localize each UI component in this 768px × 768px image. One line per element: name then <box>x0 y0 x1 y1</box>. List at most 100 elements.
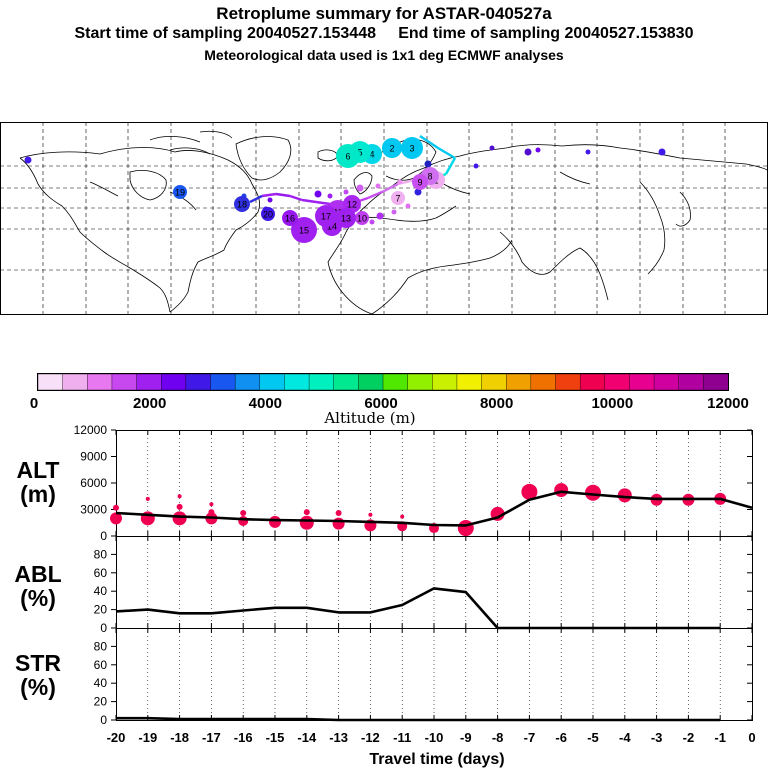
panel-axes: 0 3000 6000 9000 12000 0 20 40 60 80 0 20 40 60 80 <box>74 424 753 727</box>
arctic-islands <box>149 130 233 155</box>
x-tick-label: -5 <box>587 730 599 745</box>
y-tick-label: 40 <box>94 676 108 690</box>
alt-cluster-point <box>177 494 182 499</box>
alt-cluster-point <box>335 510 342 517</box>
plume-cluster-label: 17 <box>321 212 331 222</box>
plume-track-segment <box>261 192 277 198</box>
plume-cluster-label: 18 <box>237 200 247 210</box>
africa-coast <box>327 239 513 315</box>
alt-unit: (m) <box>20 481 56 507</box>
plume-cluster-2 <box>382 138 402 158</box>
alt-cluster-point <box>113 504 119 511</box>
series-line-STR (%) <box>116 716 721 722</box>
plume-particle <box>424 160 432 168</box>
plume-particle <box>356 184 364 192</box>
x-tick-label: -2 <box>683 730 695 745</box>
colorbar-cell <box>530 373 557 391</box>
x-axis-title: Travel time (days) <box>369 751 504 768</box>
colorbar-tick: 2000 <box>133 395 166 412</box>
timeseries-panels: ALT (m) ABL (%) STR (%) 0300060009000120… <box>14 424 756 768</box>
plume-cluster-label: 16 <box>285 214 295 224</box>
series-line-ABL (%) <box>115 587 721 630</box>
colorbar-frame <box>37 373 729 391</box>
europe-coast <box>327 144 768 263</box>
alt-cluster-point <box>299 515 314 530</box>
plume-cluster-label: 12 <box>347 200 357 210</box>
plume-cluster-label: 7 <box>395 194 400 204</box>
retroplume-map: 1234567891011121314151617181920 <box>0 122 768 315</box>
plume-particle <box>397 179 403 185</box>
x-tick-label: -14 <box>297 730 317 745</box>
figure-title: Retroplume summary for ASTAR-040527a <box>216 4 552 23</box>
plume-cluster-label: 14 <box>327 222 337 232</box>
coastlines <box>19 130 768 315</box>
y-tick-label: 80 <box>94 547 108 561</box>
plume-cluster-label: 2 <box>389 144 394 154</box>
colorbar-cell <box>456 373 483 391</box>
x-tick-label: -7 <box>524 730 536 745</box>
x-tick-label: -15 <box>266 730 285 745</box>
alt-cluster-point <box>400 514 405 519</box>
plume-cluster-20 <box>261 207 275 221</box>
alt-cluster-point <box>208 509 215 516</box>
str-unit: (%) <box>20 674 56 700</box>
plume-track-segment <box>419 135 439 149</box>
colorbar-cell <box>604 373 631 391</box>
plume-cluster-label: 13 <box>341 214 351 224</box>
alt-panel-label: ALT (m) <box>16 457 59 507</box>
str-panel-label: STR (%) <box>15 650 61 700</box>
plume-cluster-7 <box>391 191 405 205</box>
y-tick-label: 0 <box>100 713 107 727</box>
plume-track-segment <box>315 200 331 206</box>
plume-particle <box>489 145 495 151</box>
alt-cluster-point <box>303 509 310 516</box>
met-data-note: Meteorological data used is 1x1 deg ECMW… <box>204 47 564 63</box>
alt-cluster-point <box>332 517 345 530</box>
plume-cluster-label: 20 <box>263 210 273 220</box>
colorbar-tick: 12000 <box>707 395 749 412</box>
panel-series <box>115 490 753 722</box>
y-tick-label: 0 <box>100 529 107 543</box>
plume-clusters: 1234567891011121314151617181920 <box>173 137 445 243</box>
alt-cluster-point <box>172 511 187 526</box>
x-tick-labels: -20 -19 -18 -17 -16 -15 -14 -13 -12 -11 -10 -9 -8 -7-… <box>107 730 756 745</box>
colorbar-cell <box>37 373 64 391</box>
x-tick-label: -18 <box>170 730 189 745</box>
alt-cluster-point <box>554 483 569 498</box>
alt-cluster-point <box>209 502 214 507</box>
x-tick-label: -9 <box>460 730 472 745</box>
arabia-india <box>499 231 609 301</box>
colorbar-cell <box>87 373 113 391</box>
x-tick-label: -3 <box>651 730 663 745</box>
abl-unit: (%) <box>20 585 56 611</box>
east-asia <box>639 181 691 275</box>
colorbar-tick: 6000 <box>364 395 397 412</box>
sampling-times: Start time of sampling 20040527.153448 E… <box>74 25 694 42</box>
alt-cluster-point <box>238 515 249 526</box>
y-tick-label: 0 <box>100 621 107 635</box>
plume-cluster-label: 10 <box>357 214 367 224</box>
colorbar-cell <box>555 373 581 391</box>
y-tick-label: 6000 <box>80 476 107 490</box>
british-isles <box>353 172 373 195</box>
x-tick-label: 0 <box>748 730 755 745</box>
colorbar-cell <box>259 373 286 391</box>
plume-particle <box>375 183 381 189</box>
colorbar-cell <box>62 373 88 391</box>
x-tick-label: -12 <box>361 730 380 745</box>
colorbar-cell <box>234 373 261 391</box>
colorbar-cell <box>210 373 236 391</box>
altitude-colorbar: 0 2000 4000 6000 8000 10000 12000 Altitude (m) <box>30 373 749 427</box>
colorbar-cell <box>703 373 729 391</box>
y-tick-label: 80 <box>94 639 108 653</box>
plume-track-segment <box>367 190 383 200</box>
plume-particle <box>473 163 479 169</box>
abl-panel-label: ABL (%) <box>14 561 61 611</box>
plume-cluster-label: 9 <box>417 178 422 188</box>
x-tick-label: -1 <box>714 730 726 745</box>
series-line-ALT (m) <box>115 490 753 527</box>
greenland <box>235 136 292 181</box>
panel-frame <box>116 628 753 721</box>
x-tick-label: -6 <box>555 730 567 745</box>
